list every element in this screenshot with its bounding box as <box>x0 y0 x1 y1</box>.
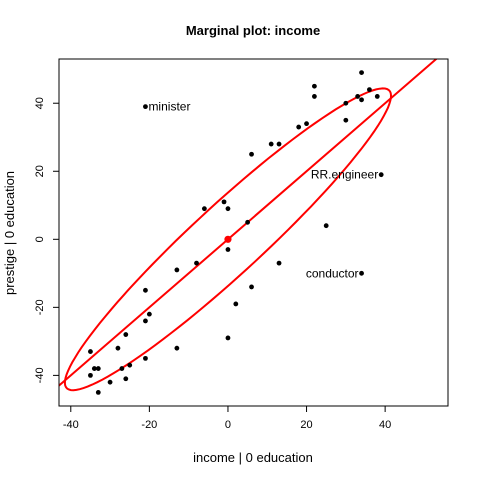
data-point <box>343 117 349 123</box>
data-ellipse <box>63 87 393 392</box>
point-label: conductor <box>306 266 359 280</box>
x-axis: -40 -20 0 20 40 <box>63 405 391 431</box>
x-tick-label: 0 <box>225 419 231 431</box>
data-point <box>359 97 364 103</box>
data-point <box>123 376 129 382</box>
data-point <box>143 318 148 324</box>
data-point <box>174 345 180 351</box>
data-point <box>378 172 384 178</box>
data-point <box>276 260 282 266</box>
data-point <box>95 389 101 395</box>
point-annotations-group: minister RR.engineer conductor <box>148 100 378 281</box>
chart-title: Marginal plot: income <box>186 23 320 38</box>
data-point <box>304 121 309 127</box>
data-point <box>296 124 302 130</box>
y-tick-label: 40 <box>34 97 46 109</box>
data-point <box>143 287 148 293</box>
x-axis-label: income | 0 education <box>193 450 313 465</box>
y-axis: -40 -20 0 20 40 <box>34 97 60 383</box>
x-tick-label: -20 <box>141 419 157 431</box>
y-tick-label: -20 <box>34 299 46 315</box>
data-points-group <box>88 70 384 395</box>
data-point <box>194 260 199 266</box>
data-point <box>367 87 372 93</box>
x-tick-label: -40 <box>63 419 79 431</box>
y-tick-label: -40 <box>34 367 46 383</box>
data-point <box>245 219 251 225</box>
regression-line-group <box>59 59 438 387</box>
data-point <box>323 223 329 229</box>
data-point <box>88 349 93 354</box>
point-label: RR.engineer <box>311 168 378 182</box>
data-point <box>143 104 148 110</box>
data-point <box>127 362 133 368</box>
data-point <box>312 94 317 99</box>
y-tick-label: 0 <box>34 236 46 242</box>
data-point <box>249 284 254 290</box>
data-point <box>276 141 282 147</box>
data-point <box>359 270 364 276</box>
data-point <box>233 301 239 307</box>
data-point <box>146 311 152 317</box>
data-point <box>115 345 121 351</box>
data-point <box>249 151 254 157</box>
data-point <box>225 335 231 341</box>
data-point <box>225 247 231 252</box>
data-point <box>88 372 93 378</box>
data-point <box>343 100 349 106</box>
x-tick-label: 40 <box>379 419 391 431</box>
data-ellipse-group <box>63 87 393 392</box>
data-point <box>91 366 97 371</box>
data-point <box>359 70 364 76</box>
center-marker-group <box>224 235 232 243</box>
data-point <box>312 83 317 89</box>
data-point <box>201 206 207 212</box>
plot-frame <box>58 58 449 407</box>
center-marker <box>224 235 232 243</box>
y-tick-label: 20 <box>34 165 46 177</box>
data-point <box>225 206 231 212</box>
data-point <box>107 379 113 385</box>
data-point <box>221 199 227 205</box>
regression-line <box>59 59 438 387</box>
data-point <box>374 94 380 99</box>
data-point <box>268 141 274 147</box>
data-point <box>123 332 129 337</box>
y-axis-label: prestige | 0 education <box>2 171 17 295</box>
x-tick-label: 20 <box>300 419 312 431</box>
data-point <box>143 355 148 361</box>
data-point <box>95 366 101 371</box>
data-point <box>355 94 361 99</box>
data-point <box>174 267 180 273</box>
point-label: minister <box>148 100 190 114</box>
data-point <box>119 366 125 371</box>
